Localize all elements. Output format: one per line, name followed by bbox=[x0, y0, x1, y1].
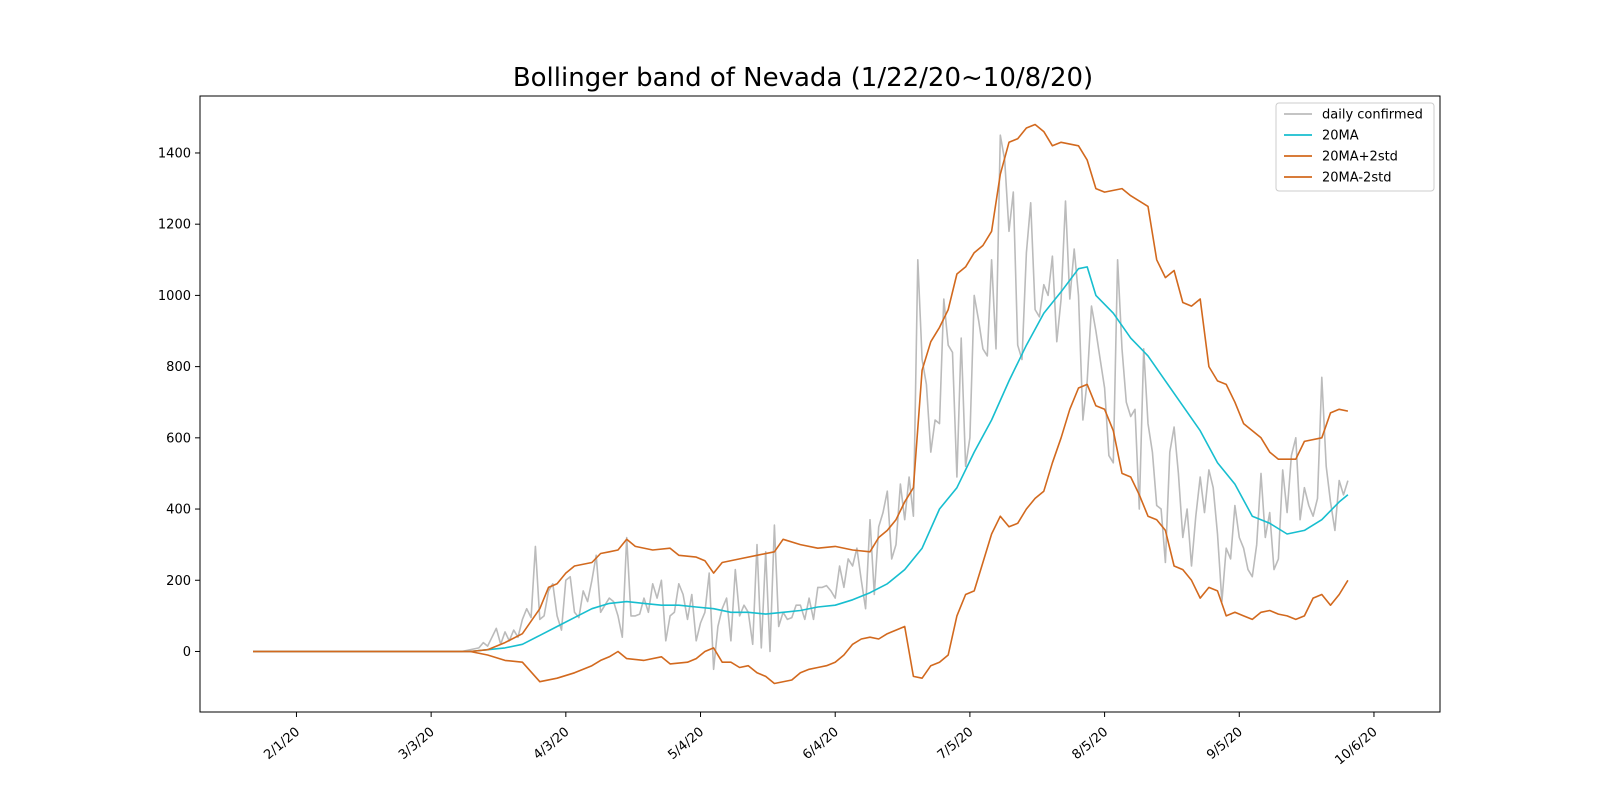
x-tick-label: 5/4/20 bbox=[665, 725, 707, 763]
chart-title: Bollinger band of Nevada (1/22/20~10/8/2… bbox=[513, 63, 1093, 93]
series-line-1 bbox=[253, 266, 1349, 653]
series-line-2 bbox=[253, 123, 1349, 653]
y-tick-label: 1400 bbox=[158, 146, 191, 161]
y-tick-label: 800 bbox=[166, 360, 191, 375]
plot-frame bbox=[199, 95, 1441, 713]
x-axis: 2/1/20 3/3/20 4/3/20 5/4/20 6/4/20 7/5/20 8/5/… bbox=[261, 712, 1381, 769]
x-tick-label: 10/6/20 bbox=[1332, 725, 1380, 769]
legend-label-0: daily confirmed bbox=[1322, 108, 1423, 123]
legend-label-3: 20MA-2std bbox=[1322, 171, 1391, 186]
y-tick-label: 200 bbox=[166, 574, 191, 589]
legend: daily confirmed 20MA 20MA+2std 20MA-2std bbox=[1275, 102, 1435, 192]
y-axis: 0 200 400 600 800 1000 1200 1400 bbox=[158, 146, 200, 660]
series-line-3 bbox=[253, 383, 1349, 685]
series-line-0 bbox=[253, 134, 1349, 671]
y-tick-label: 1000 bbox=[158, 289, 191, 304]
x-tick-label: 3/3/20 bbox=[396, 725, 438, 763]
x-tick-label: 4/3/20 bbox=[531, 725, 573, 763]
legend-box bbox=[1275, 102, 1435, 192]
y-tick-label: 0 bbox=[183, 645, 191, 660]
x-tick-label: 9/5/20 bbox=[1204, 725, 1246, 763]
x-tick-label: 8/5/20 bbox=[1069, 725, 1111, 763]
x-tick-label: 7/5/20 bbox=[935, 725, 977, 763]
y-tick-label: 400 bbox=[166, 503, 191, 518]
legend-label-1: 20MA bbox=[1322, 129, 1359, 144]
y-tick-label: 600 bbox=[166, 431, 191, 446]
x-tick-label: 6/4/20 bbox=[800, 725, 842, 763]
series-layer bbox=[253, 123, 1349, 685]
legend-label-2: 20MA+2std bbox=[1322, 150, 1398, 165]
x-tick-label: 2/1/20 bbox=[261, 725, 303, 763]
y-tick-label: 1200 bbox=[158, 218, 191, 233]
